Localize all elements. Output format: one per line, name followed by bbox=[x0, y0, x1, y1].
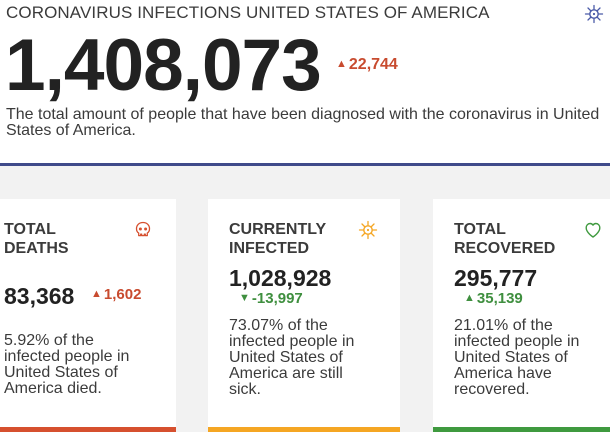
arrow-up-icon: ▲ bbox=[91, 288, 102, 300]
total-cases-delta: ▲ 22,744 bbox=[336, 56, 398, 74]
card-title: CURRENTLY INFECTED bbox=[229, 220, 339, 258]
card-total-deaths: TOTAL DEATHS 83,368 ▲ 1,602 5.92% of the … bbox=[0, 199, 176, 432]
card-title-text: CURRENTLY INFECTED bbox=[229, 221, 326, 257]
summary-description: The total amount of people that have bee… bbox=[6, 106, 600, 139]
infected-description: 73.07% of the infected people in United … bbox=[229, 317, 355, 398]
total-cases-delta-value: 22,744 bbox=[348, 56, 398, 73]
infected-value: 1,028,928 bbox=[229, 265, 332, 291]
card-title: TOTAL DEATHS bbox=[4, 220, 74, 258]
virus-icon bbox=[358, 220, 378, 240]
virus-icon bbox=[584, 4, 604, 24]
heart-icon bbox=[585, 222, 601, 238]
card-total-recovered: TOTAL RECOVERED 295,777 ▲ 35,139 21.01% o… bbox=[433, 199, 610, 432]
recovered-delta-value: 35,139 bbox=[476, 290, 523, 307]
card-title-text: TOTAL RECOVERED bbox=[454, 221, 556, 257]
page-title: CORONAVIRUS INFECTIONS UNITED STATES OF … bbox=[6, 3, 490, 22]
deaths-delta: ▲ 1,602 bbox=[91, 286, 141, 303]
recovered-description: 21.01% of the infected people in United … bbox=[454, 317, 580, 398]
card-currently-infected: CURRENTLY INFECTED 1,028,928 ▼ -13,997 73… bbox=[208, 199, 400, 432]
summary-panel: CORONAVIRUS INFECTIONS UNITED STATES OF … bbox=[0, 0, 610, 166]
recovered-value: 295,777 bbox=[454, 265, 538, 291]
arrow-up-icon: ▲ bbox=[464, 292, 475, 304]
infected-delta-value: -13,997 bbox=[251, 290, 303, 307]
deaths-value: 83,368 bbox=[4, 283, 75, 309]
deaths-description: 5.92% of the infected people in United S… bbox=[4, 332, 130, 397]
arrow-down-icon: ▼ bbox=[239, 292, 250, 304]
skull-icon bbox=[135, 221, 151, 237]
card-title: TOTAL RECOVERED bbox=[454, 220, 564, 258]
infected-delta: ▼ -13,997 bbox=[239, 290, 303, 307]
card-title-text: TOTAL DEATHS bbox=[4, 221, 69, 257]
total-cases-value: 1,408,073 bbox=[5, 25, 322, 106]
deaths-delta-value: 1,602 bbox=[103, 286, 142, 303]
arrow-up-icon: ▲ bbox=[336, 58, 347, 70]
recovered-delta: ▲ 35,139 bbox=[464, 290, 523, 307]
